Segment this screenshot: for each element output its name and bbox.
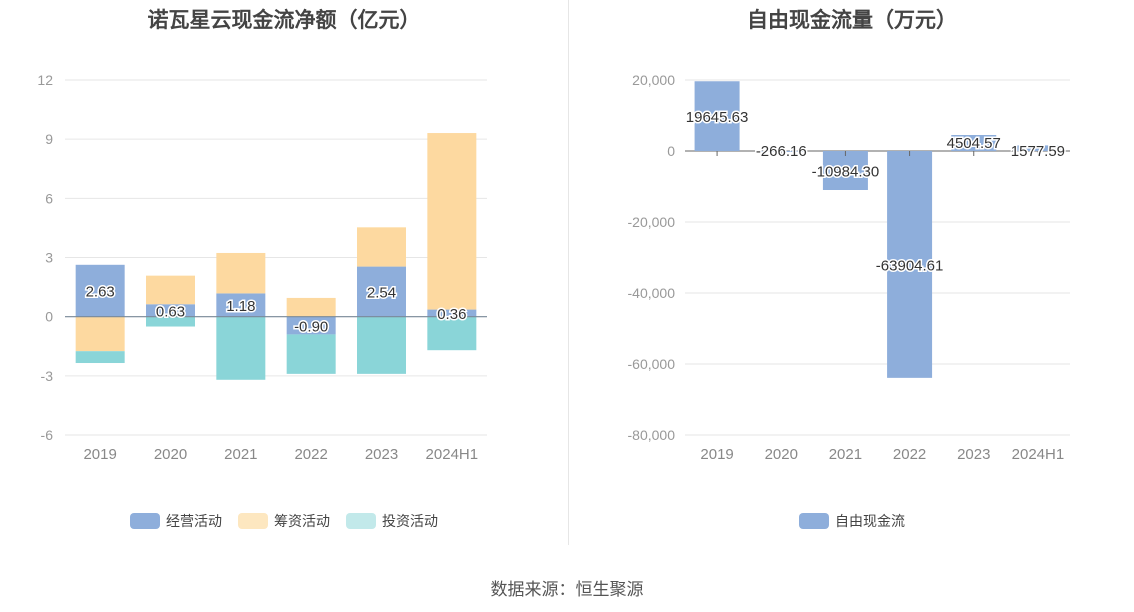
y-tick-label: 20,000: [632, 72, 675, 88]
legend-label-investing: 投资活动: [382, 513, 438, 529]
bar-经营活动-2020: [146, 304, 195, 317]
bar-经营活动-2019: [75, 264, 125, 317]
bar-经营活动-2021: [216, 293, 266, 317]
legend-operating[interactable]: 经营活动: [130, 511, 222, 531]
y-tick-label: -6: [41, 427, 54, 443]
legend-label-financing: 筹资活动: [274, 513, 330, 529]
bar-fcf-2019: [694, 81, 740, 151]
cash-flow-chart-panel: 诺瓦星云现金流净额（亿元） 12 9 6 3 0 -3 -6 2019 2020 2021 2022…: [0, 0, 568, 545]
y-tick-label: 6: [45, 190, 53, 206]
data-label: 2.54: [367, 285, 396, 302]
legend-financing[interactable]: 筹资活动: [238, 511, 330, 531]
bar-筹资活动-2024H1: [427, 133, 477, 310]
legend-swatch-fcf: [799, 513, 829, 529]
x-tick-label: 2021: [224, 446, 257, 463]
bar-fcf-2021: [822, 151, 868, 190]
x-tick-label: 2024H1: [1012, 446, 1065, 463]
data-label: 0.36: [437, 306, 466, 323]
fcf-chart: 20,000 0 -20,000 -40,000 -60,000 -80,000 2019 1…: [628, 72, 1070, 463]
bar-筹资活动-2023: [357, 227, 406, 267]
data-label: 2.63: [86, 284, 115, 301]
x-tick-label: 2023: [957, 446, 990, 463]
legend-swatch-financing: [238, 513, 268, 529]
y-tick-label: 0: [45, 309, 53, 325]
bar-筹资活动-2020: [146, 275, 195, 305]
data-label: -266.16: [756, 143, 807, 160]
bar-投资活动-2023: [357, 316, 406, 374]
bar-投资活动-2020: [146, 316, 195, 327]
legend-investing[interactable]: 投资活动: [346, 511, 438, 531]
legend-label-fcf: 自由现金流: [835, 513, 905, 529]
bar-筹资活动-2019: [75, 316, 125, 352]
data-label: 1577.59: [1011, 143, 1065, 160]
data-label: 1.18: [226, 298, 255, 315]
fcf-chart-panel: 自由现金流量（万元） 20,000 0 -20,000 -40,000 -60,000 -…: [570, 0, 1134, 545]
x-tick-label: 2021: [829, 446, 862, 463]
bar-经营活动-2024H1: [427, 309, 477, 317]
x-tick-label: 2020: [154, 446, 187, 463]
x-tick-label: 2023: [365, 446, 398, 463]
y-tick-label: -80,000: [628, 427, 676, 443]
data-source: 数据来源：恒生聚源: [490, 580, 644, 599]
data-label: -10984.30: [812, 163, 880, 180]
fcf-legend: 自由现金流: [570, 511, 1134, 531]
bar-经营活动-2022: [286, 316, 336, 335]
legend-swatch-investing: [346, 513, 376, 529]
bar-筹资活动-2022: [286, 297, 336, 317]
fcf-chart-title: 自由现金流量（万元）: [747, 9, 957, 32]
bar-筹资活动-2021: [216, 252, 266, 294]
panel-divider: [568, 0, 569, 545]
cash-flow-legend: 经营活动 筹资活动 投资活动: [0, 511, 568, 531]
x-tick-label: 2019: [700, 446, 733, 463]
data-label: 0.63: [156, 303, 185, 320]
bar-fcf-2022: [887, 151, 933, 378]
legend-fcf[interactable]: 自由现金流: [799, 511, 905, 531]
y-tick-label: -3: [41, 368, 54, 384]
data-label: -63904.61: [876, 257, 944, 274]
y-tick-label: -40,000: [628, 285, 676, 301]
data-label: 4504.57: [947, 135, 1001, 152]
data-label: -0.90: [294, 319, 328, 336]
x-tick-label: 2022: [893, 446, 926, 463]
legend-label-operating: 经营活动: [166, 513, 222, 529]
y-tick-label: 12: [37, 72, 53, 88]
y-tick-label: 3: [45, 250, 53, 266]
cash-flow-chart: 12 9 6 3 0 -3 -6 2019 2020 2021 2022 2023 2024H1 2.63…: [37, 72, 487, 463]
bar-投资活动-2024H1: [427, 316, 477, 351]
x-tick-label: 2024H1: [426, 446, 479, 463]
y-tick-label: 0: [667, 143, 675, 159]
bar-fcf-2023: [951, 135, 997, 151]
x-tick-label: 2020: [765, 446, 798, 463]
x-tick-label: 2019: [83, 446, 116, 463]
cash-flow-chart-title: 诺瓦星云现金流净额（亿元）: [147, 9, 421, 32]
bar-投资活动-2021: [216, 316, 266, 380]
bar-fcf-2024H1: [1015, 145, 1061, 151]
y-tick-label: 9: [45, 131, 53, 147]
data-label: 19645.63: [686, 109, 749, 126]
y-tick-label: -20,000: [628, 214, 676, 230]
bar-投资活动-2022: [286, 334, 336, 374]
legend-swatch-operating: [130, 513, 160, 529]
bar-经营活动-2023: [357, 266, 406, 317]
y-tick-label: -60,000: [628, 356, 676, 372]
bar-投资活动-2019: [75, 351, 125, 364]
x-tick-label: 2022: [294, 446, 327, 463]
